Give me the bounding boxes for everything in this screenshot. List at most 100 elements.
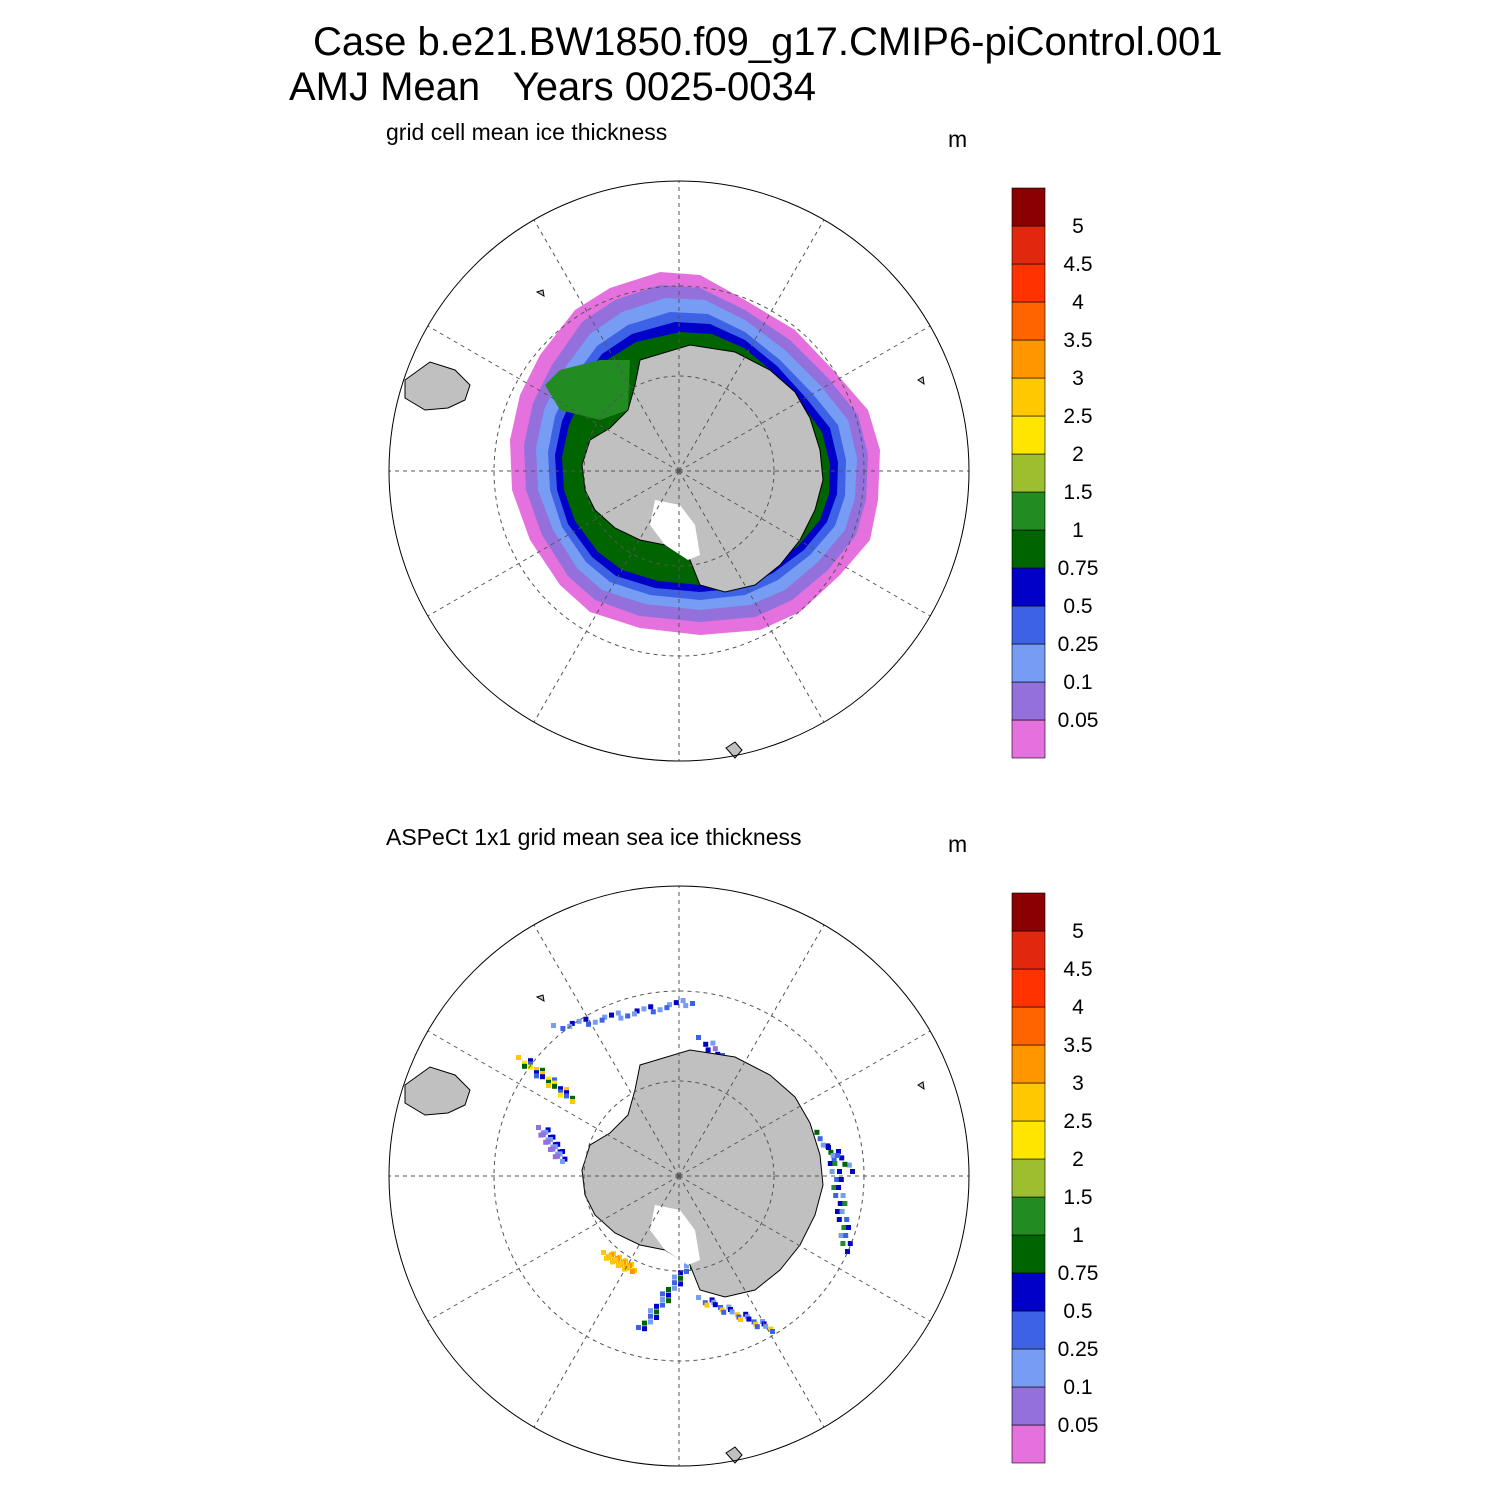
- colorbar-swatch: [1011, 605, 1046, 645]
- observation-cell: [850, 1169, 855, 1174]
- colorbar-tick-label: 2.5: [1063, 1110, 1092, 1133]
- observation-cell: [839, 1209, 845, 1214]
- observation-cell: [696, 1035, 701, 1040]
- colorbar-tick-label: 0.5: [1063, 595, 1092, 618]
- observation-cell: [754, 1324, 760, 1330]
- colorbar-tick-label: 4.5: [1063, 253, 1092, 276]
- observation-cell: [546, 1076, 551, 1082]
- observation-cell: [636, 1325, 641, 1330]
- observation-cell: [826, 1145, 831, 1150]
- panel2-island-landmass: [535, 994, 545, 1002]
- observation-cell: [599, 1017, 605, 1023]
- observation-cell: [846, 1162, 852, 1168]
- observation-cell: [660, 1297, 665, 1302]
- observation-cell: [551, 1023, 556, 1028]
- observation-cell: [710, 1040, 716, 1046]
- observation-cell: [615, 1010, 621, 1016]
- colorbar-tick-label: 3.5: [1063, 329, 1092, 352]
- observation-cell: [838, 1177, 844, 1182]
- observation-cell: [552, 1077, 557, 1083]
- observation-cell: [841, 1225, 847, 1230]
- panel2-graticule: [389, 886, 969, 1466]
- colorbar-tick-label: 3: [1072, 1072, 1084, 1095]
- observation-cell: [831, 1185, 837, 1190]
- panel2-island-landmass: [725, 1446, 743, 1464]
- observation-cell: [592, 1019, 598, 1025]
- colorbar-swatch: [1011, 1120, 1046, 1160]
- observation-cell: [840, 1193, 846, 1198]
- colorbar-tick-label: 4: [1072, 291, 1084, 314]
- colorbar-swatch: [1011, 1272, 1046, 1312]
- observation-cell: [601, 1250, 606, 1255]
- observation-cell: [558, 1089, 563, 1095]
- observation-cell: [832, 1161, 838, 1166]
- observation-cell: [830, 1153, 836, 1158]
- observation-cell: [516, 1055, 521, 1060]
- panel1-island-landmass: [535, 289, 545, 297]
- observation-cell: [555, 1153, 561, 1159]
- meridian-line: [427, 325, 680, 472]
- observation-cell: [528, 1058, 533, 1064]
- colorbar-swatch: [1011, 1196, 1046, 1236]
- colorbar-swatch: [1011, 529, 1046, 569]
- colorbar-swatch: [1011, 339, 1046, 379]
- colorbar-swatch: [1011, 1348, 1046, 1388]
- colorbar-swatch: [1011, 892, 1046, 932]
- observation-cell: [534, 1067, 539, 1072]
- colorbar-tick-label: 0.25: [1058, 633, 1099, 656]
- observation-cell: [667, 1002, 672, 1008]
- meridian-line: [427, 1175, 680, 1322]
- meridian-line: [427, 470, 680, 617]
- observation-cell: [648, 1313, 653, 1319]
- meridian-line: [678, 924, 825, 1177]
- observation-cell: [712, 1302, 718, 1308]
- colorbar-tick-label: 3: [1072, 367, 1084, 390]
- colorbar-swatch: [1011, 1234, 1046, 1274]
- colorbar-swatch: [1011, 1386, 1046, 1426]
- colorbar-tick-label: 4: [1072, 996, 1084, 1019]
- colorbar-tick-label: 1.5: [1063, 1186, 1092, 1209]
- colorbar-swatch: [1011, 567, 1046, 607]
- meridian-line: [533, 924, 680, 1177]
- observation-cell: [678, 1270, 683, 1276]
- observation-cell: [619, 1260, 624, 1266]
- observation-cell: [817, 1136, 823, 1142]
- observation-cell: [814, 1129, 820, 1135]
- colorbar-tick-label: 5: [1072, 920, 1084, 943]
- observation-cell: [616, 1263, 621, 1268]
- observation-cell: [673, 1000, 679, 1006]
- observation-cell: [690, 1001, 695, 1006]
- colorbar-swatch: [1011, 263, 1046, 303]
- observation-cell: [712, 1046, 718, 1052]
- observation-cell: [836, 1149, 841, 1154]
- panel1-polar-map: [388, 180, 970, 762]
- observation-cell: [536, 1125, 541, 1130]
- meridian-line: [678, 219, 825, 472]
- observation-cell: [618, 1015, 624, 1021]
- observation-cell: [540, 1074, 545, 1080]
- observation-cell: [840, 1241, 846, 1246]
- colorbar-swatch: [1011, 377, 1046, 417]
- colorbar-swatch: [1011, 968, 1046, 1008]
- panel2-subtitle: ASPeCt 1x1 grid mean sea ice thickness: [386, 824, 802, 850]
- observation-cell: [721, 1309, 727, 1315]
- panel1-ross-ice-shelf: [650, 500, 700, 560]
- figure-title-line2: AMJ Mean Years 0025-0034: [289, 65, 817, 109]
- observation-cell: [625, 1013, 631, 1019]
- panel1-island-landmass: [917, 376, 925, 386]
- observation-cell: [654, 1309, 659, 1315]
- observation-cell: [836, 1185, 841, 1190]
- observation-cell: [602, 1014, 608, 1020]
- observation-cell: [648, 1319, 653, 1325]
- observation-cell: [684, 1269, 689, 1274]
- observation-cell: [642, 1320, 647, 1326]
- observation-cell: [763, 1323, 769, 1329]
- observation-cell: [831, 1156, 837, 1162]
- colorbar-swatch: [1011, 1158, 1046, 1198]
- colorbar-tick-label: 0.05: [1058, 1414, 1099, 1437]
- colorbar-tick-label: 0.75: [1058, 1262, 1099, 1285]
- colorbar-swatch: [1011, 453, 1046, 493]
- colorbar-swatch: [1011, 301, 1046, 341]
- observation-cell: [843, 1233, 849, 1238]
- observation-cell: [522, 1060, 527, 1066]
